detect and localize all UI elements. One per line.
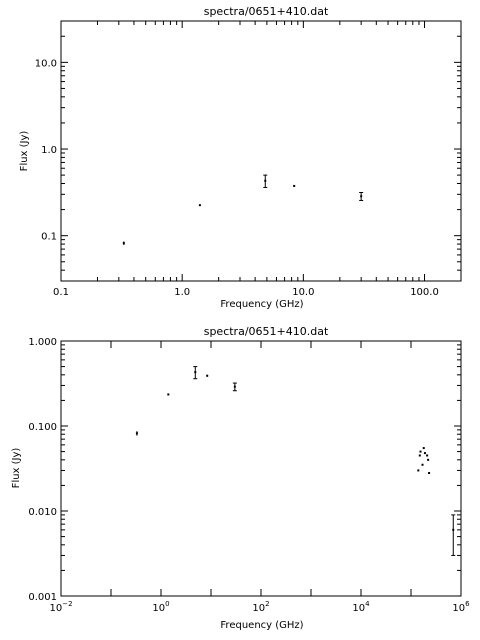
x-tick-label: 102	[252, 600, 269, 614]
y-tick-label: 0.1	[41, 232, 57, 243]
data-point	[418, 454, 421, 457]
y-tick-label: 0.001	[28, 592, 57, 603]
upper-data-points	[122, 174, 364, 246]
lower-y-axis-label: Flux (Jy)	[11, 448, 22, 489]
x-tick-label: 100	[152, 600, 169, 614]
data-point	[419, 450, 422, 453]
data-point	[428, 471, 431, 474]
data-point	[167, 393, 170, 396]
lower-x-ticks: 10−2 100 102 104 106	[49, 341, 470, 614]
y-tick-label: 1.000	[28, 337, 57, 348]
lower-x-axis-label: Frequency (GHz)	[220, 620, 303, 631]
y-tick-label: 0.010	[28, 507, 57, 518]
data-point	[135, 432, 138, 435]
upper-chart-title: spectra/0651+410.dat	[204, 5, 329, 18]
data-point	[293, 184, 296, 187]
x-tick-label: 100.0	[410, 287, 439, 298]
data-point	[452, 528, 455, 531]
data-point	[233, 385, 236, 388]
x-tick-label: 10.0	[292, 287, 314, 298]
data-point	[417, 469, 420, 472]
data-point	[426, 454, 429, 457]
data-point	[264, 179, 267, 182]
data-point	[427, 458, 430, 461]
upper-plot-frame	[60, 20, 462, 282]
x-tick-label: 1.0	[174, 287, 190, 298]
x-tick-label: 104	[352, 600, 370, 614]
data-point	[198, 204, 201, 207]
data-point	[421, 463, 424, 466]
upper-x-axis-label: Frequency (GHz)	[220, 299, 303, 310]
x-tick-label: 106	[452, 600, 470, 614]
upper-spectrum-panel: spectra/0651+410.dat 0.1 1.0 10.0 100.0 0.1…	[19, 5, 462, 310]
data-point	[360, 195, 363, 198]
upper-y-ticks: 0.1 1.0 10.0	[35, 20, 461, 282]
y-tick-label: 10.0	[35, 58, 57, 69]
lower-spectrum-panel: spectra/0651+410.dat 10−2 100 102 104 106 0.…	[11, 325, 470, 631]
data-point	[206, 374, 209, 377]
data-point	[194, 371, 197, 374]
lower-plot-frame	[60, 340, 462, 597]
lower-chart-title: spectra/0651+410.dat	[204, 325, 329, 338]
data-point	[122, 242, 125, 245]
lower-data-points	[135, 366, 456, 556]
data-point	[422, 447, 425, 450]
upper-y-axis-label: Flux (Jy)	[19, 131, 30, 172]
x-tick-label: 0.1	[53, 287, 69, 298]
x-tick-label: 10−2	[49, 600, 72, 614]
data-point	[423, 452, 426, 455]
upper-x-ticks: 0.1 1.0 10.0 100.0	[53, 21, 462, 298]
lower-y-ticks: 0.001 0.010 0.100 1.000	[28, 337, 461, 603]
y-tick-label: 1.0	[41, 145, 57, 156]
y-tick-label: 0.100	[28, 422, 57, 433]
